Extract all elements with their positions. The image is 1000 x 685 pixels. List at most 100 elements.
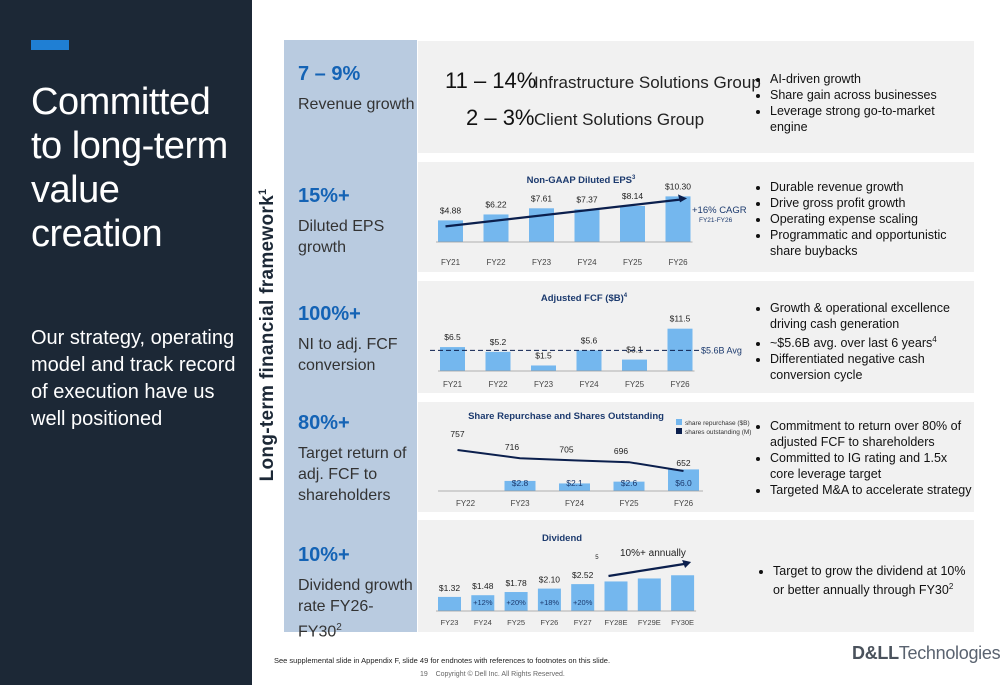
bullet-item: ~$5.6B avg. over last 6 years4 (770, 332, 972, 351)
dividend-category-label: FY26 (540, 618, 558, 627)
legend-swatch-repurchase (676, 419, 682, 425)
panel-fcf (418, 281, 974, 393)
dividend-category-label: FY27 (574, 618, 592, 627)
chart-fcf: Adjusted FCF ($B)4 $6.5 FY21 $5.2 FY22 $1.5 FY… (430, 293, 742, 389)
bullets-revenue: AI-driven growthShare gain across busine… (757, 71, 972, 135)
dividend-bar (471, 595, 495, 611)
shares-value-label: 696 (614, 446, 628, 456)
copyright: 19 Copyright © Dell Inc. All Rights Rese… (420, 671, 565, 678)
copyright-text: Copyright © Dell Inc. All Rights Reserve… (435, 671, 565, 678)
metric-value: 80%+ (298, 412, 350, 434)
eps-bar (620, 205, 645, 242)
repurchase-value-label: $6.0 (675, 478, 692, 488)
bullet-item: Leverage strong go-to-market engine (770, 103, 972, 135)
slide-title: Committed to long-term value creation (31, 81, 228, 255)
dividend-category-label: FY25 (507, 618, 525, 627)
chart-return: Share Repurchase and Shares Outstanding F… (438, 411, 751, 508)
vertical-heading-text: Long-term financial framework (257, 195, 279, 482)
vertical-heading-sup: 1 (256, 188, 269, 196)
dividend-bar (438, 596, 461, 611)
chart-eps: Non-GAAP Diluted EPS3 $4.88 FY21 $6.22 FY22 $… (436, 175, 747, 267)
bullets-fcf: Growth & operational excellence driving … (757, 300, 972, 383)
eps-bar (665, 196, 691, 242)
panel-eps (418, 162, 974, 272)
dividend-annotation: 10%+ annually (620, 548, 686, 559)
metric-value: 7 – 9% (298, 63, 361, 85)
fcf-value-label: $5.2 (490, 337, 507, 347)
dividend-bar (571, 584, 595, 611)
bullets-eps: Durable revenue growthDrive gross profit… (757, 179, 972, 259)
chart-dividend: Dividend $1.32 FY23 $1.48 +12% FY24 $1.78 +20% F… (436, 533, 697, 627)
metric-value: 15%+ (298, 185, 350, 207)
repurchase-bar (504, 480, 536, 491)
bullet-item: Committed to IG rating and 1.5x core lev… (770, 450, 972, 482)
dividend-category-label: FY30E (671, 618, 694, 627)
eps-category-label: FY26 (668, 258, 688, 267)
fcf-category-label: FY22 (488, 380, 508, 389)
csg-growth: 2 – 3% (466, 105, 535, 130)
slide-subtitle: Our strategy, operating model and track … (31, 327, 236, 430)
panel-dividend (418, 520, 974, 632)
return-category-label: FY22 (456, 499, 476, 508)
row-label-fcf: 100%+ NI to adj. FCF conversion (298, 302, 416, 376)
row-label-eps: 15%+ Diluted EPS growth (298, 184, 416, 258)
dividend-value-label: $2.10 (539, 575, 561, 585)
metric-label: Target return of adj. FCF to shareholder… (298, 445, 407, 504)
bullets-dividend: Target to grow the dividend at 10% or be… (760, 563, 970, 598)
row-label-revenue: 7 – 9% Revenue growth (298, 62, 416, 115)
csg-label: Client Solutions Group (534, 110, 705, 129)
metric-label: Diluted EPS growth (298, 218, 385, 256)
footnote: See supplemental slide in Appendix F, sl… (274, 656, 611, 665)
eps-category-label: FY21 (441, 258, 461, 267)
fcf-category-label: FY25 (625, 380, 645, 389)
row-label-dividend: 10%+ Dividend growth rate FY26-FY302 (298, 543, 416, 642)
fcf-average-label: $5.6B Avg (701, 345, 742, 355)
dividend-value-label: $2.52 (572, 570, 594, 580)
dividend-arrow-head (682, 560, 692, 568)
repurchase-value-label: $2.6 (621, 478, 638, 488)
fcf-value-label: $11.5 (670, 314, 691, 324)
bullet-item: Growth & operational excellence driving … (770, 300, 972, 332)
fcf-category-label: FY26 (670, 380, 690, 389)
dividend-category-label: FY23 (441, 618, 459, 627)
fcf-category-label: FY24 (579, 380, 599, 389)
metric-value: 100%+ (298, 303, 361, 325)
repurchase-value-label: $2.1 (566, 478, 583, 488)
legend-swatch-shares (676, 428, 682, 434)
eps-value-label: $7.61 (531, 193, 553, 203)
bullets-return: Commitment to return over 80% of adjuste… (757, 418, 972, 498)
repurchase-bar (559, 483, 590, 491)
dividend-trend-arrow (608, 562, 685, 578)
metric-value: 10%+ (298, 544, 350, 566)
eps-value-label: $6.22 (485, 199, 507, 209)
dividend-bar (537, 588, 561, 611)
legend-label-shares: shares outstanding (M) (685, 429, 751, 436)
dividend-growth-label: +18% (540, 598, 560, 607)
dividend-category-label: FY28E (605, 618, 628, 627)
shares-outstanding-line (457, 449, 684, 472)
left-panel: Committed to long-term value creation Ou… (0, 0, 252, 685)
chart-title: Non-GAAP Diluted EPS3 (527, 175, 636, 186)
bullet-item: Commitment to return over 80% of adjuste… (770, 418, 972, 450)
eps-arrow-head (678, 194, 687, 203)
shares-value-label: 757 (450, 429, 464, 439)
bullet-item: Programmatic and opportunistic share buy… (770, 227, 972, 259)
eps-trend-arrow (445, 198, 683, 228)
bullet-item: Differentiated negative cash conversion … (770, 351, 972, 383)
dividend-value-label: $1.78 (505, 578, 527, 588)
dividend-bar (504, 592, 528, 611)
isg-label: Infrastructure Solutions Group (534, 73, 761, 92)
dividend-value-label: $1.32 (439, 583, 461, 593)
legend-label-repurchase: share repurchase ($B) (685, 420, 750, 427)
page-number: 19 (420, 671, 428, 678)
dividend-bar (604, 581, 628, 611)
eps-category-label: FY24 (577, 258, 597, 267)
eps-value-label: $10.30 (665, 181, 691, 191)
repurchase-value-label: $2.8 (512, 478, 529, 488)
chart-title: Adjusted FCF ($B)4 (541, 293, 628, 304)
eps-value-label: $8.14 (622, 191, 644, 201)
eps-category-label: FY22 (486, 258, 506, 267)
fcf-bar (440, 347, 465, 371)
isg-growth: 11 – 14% (445, 68, 537, 93)
return-category-label: FY23 (510, 499, 530, 508)
